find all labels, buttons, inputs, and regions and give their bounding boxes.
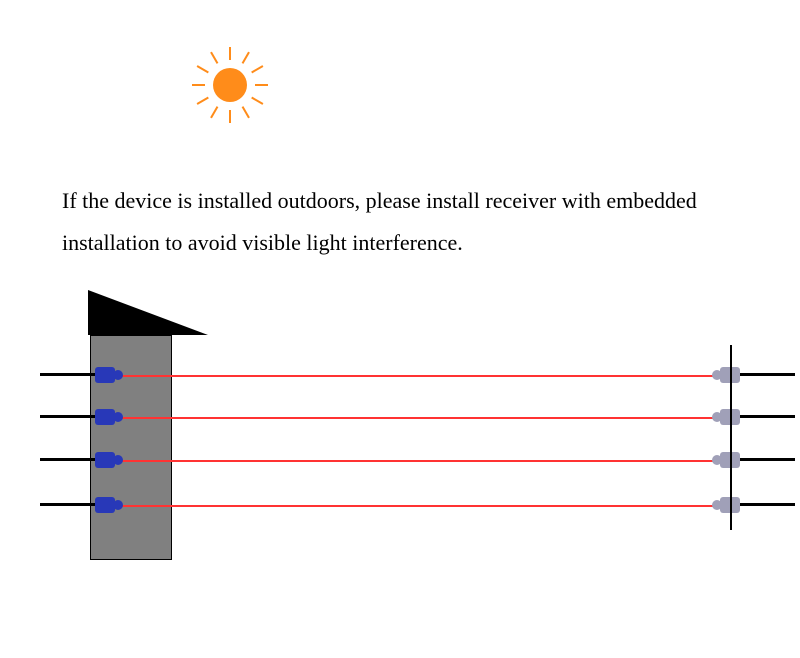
wire-right [740, 373, 795, 376]
transmitter-sensor [95, 367, 115, 383]
sun-icon [180, 35, 280, 140]
infrared-beam [120, 375, 720, 377]
receiver-pole [730, 345, 732, 530]
wire-left [40, 415, 95, 418]
instruction-text: If the device is installed outdoors, ple… [62, 180, 742, 264]
wire-left [40, 503, 95, 506]
wire-right [740, 458, 795, 461]
transmitter-sensor [95, 409, 115, 425]
installation-diagram [0, 290, 800, 570]
wire-right [740, 503, 795, 506]
roof-shade [88, 290, 208, 335]
wire-left [40, 373, 95, 376]
infrared-beam [120, 460, 720, 462]
transmitter-sensor [95, 497, 115, 513]
wire-right [740, 415, 795, 418]
infrared-beam [120, 417, 720, 419]
transmitter-sensor [95, 452, 115, 468]
infrared-beam [120, 505, 720, 507]
wire-left [40, 458, 95, 461]
